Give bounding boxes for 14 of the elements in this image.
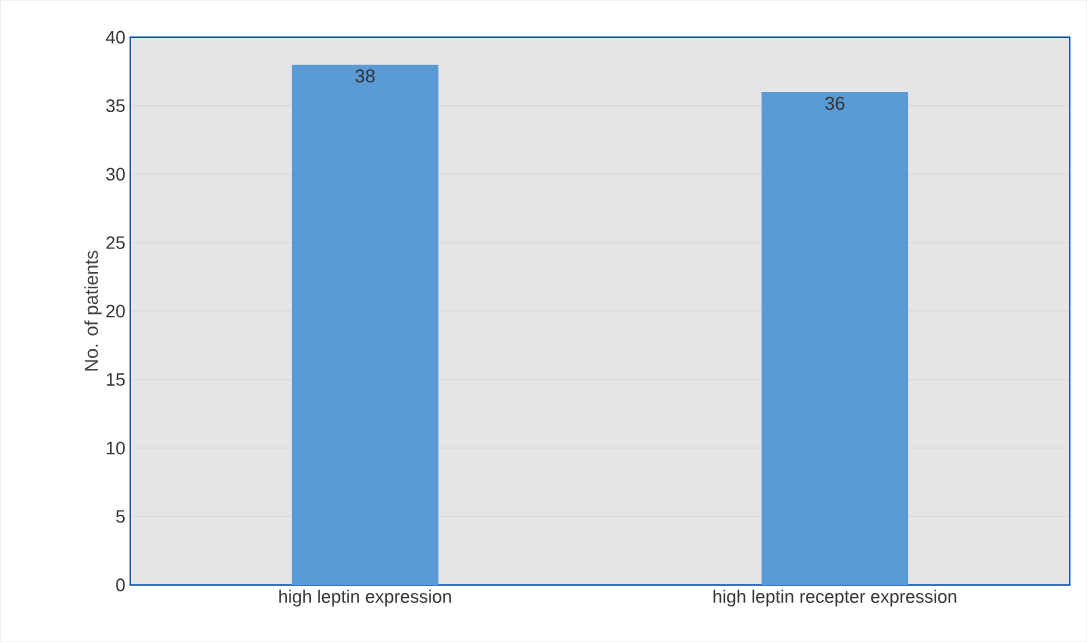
y-tick-label: 20 xyxy=(106,304,125,318)
y-tick-label: 30 xyxy=(106,167,125,181)
y-tick-label: 15 xyxy=(106,373,125,386)
x-tick-label: high leptin recepter expression xyxy=(713,589,957,607)
data-label: 36 xyxy=(825,96,845,110)
y-tick-label: 10 xyxy=(106,441,125,455)
x-tick-label: high leptin expression xyxy=(279,589,451,607)
y-tick-label: 35 xyxy=(106,99,125,112)
y-tick-label: 5 xyxy=(116,510,125,523)
y-tick-label: 40 xyxy=(105,30,125,44)
data-label: 38 xyxy=(355,69,375,83)
y-axis-title: No. of patients xyxy=(84,250,102,371)
y-tick-label: 25 xyxy=(106,236,125,249)
y-tick-label: 0 xyxy=(116,578,125,592)
